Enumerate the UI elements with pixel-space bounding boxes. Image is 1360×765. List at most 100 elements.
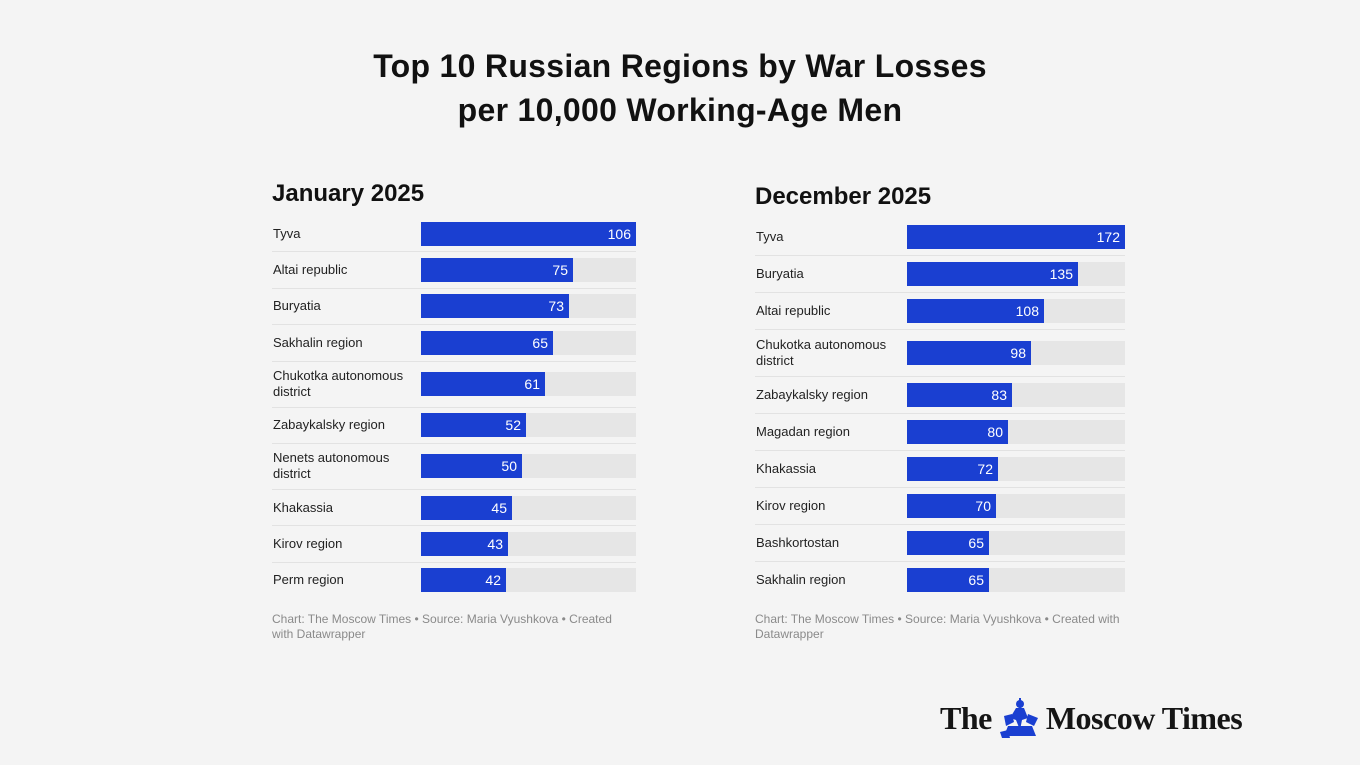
bar-track: 52 bbox=[421, 413, 636, 438]
bar bbox=[421, 330, 553, 355]
bar-label: Chukotka autonomous district bbox=[756, 337, 887, 368]
bar-value-label: 65 bbox=[968, 535, 984, 551]
bar bbox=[421, 413, 526, 438]
bar-track: 73 bbox=[421, 294, 636, 319]
bar-track: 80 bbox=[907, 420, 1125, 444]
bar bbox=[907, 531, 989, 555]
main-title-line-1: Top 10 Russian Regions by War Losses bbox=[373, 48, 987, 84]
main-title-line-2: per 10,000 Working-Age Men bbox=[457, 92, 903, 128]
bar-value-label: 65 bbox=[532, 334, 548, 351]
bar-row: Khakassia 72 bbox=[755, 451, 1125, 488]
bar bbox=[421, 294, 569, 319]
bar bbox=[421, 221, 636, 246]
moscow-times-logo: The Moscow Times bbox=[940, 692, 1243, 744]
bar-value-label: 65 bbox=[968, 572, 984, 588]
bar-row: Chukotka autonomous district 61 bbox=[272, 362, 636, 408]
bar-row: Khakassia 45 bbox=[272, 490, 636, 527]
bar-value-label: 172 bbox=[1096, 229, 1120, 245]
bar-track: 106 bbox=[421, 221, 636, 246]
bar-label: Tyva bbox=[273, 225, 301, 241]
bar-track: 70 bbox=[907, 494, 1125, 518]
bar-track: 42 bbox=[421, 568, 636, 593]
panel-title: January 2025 bbox=[272, 180, 425, 207]
bar-row: Tyva 106 bbox=[272, 216, 636, 253]
bar-row: Sakhalin region 65 bbox=[755, 562, 1125, 598]
bar-track: 83 bbox=[907, 383, 1125, 407]
bar bbox=[907, 494, 996, 518]
bar-label: Sakhalin region bbox=[273, 334, 363, 350]
bar bbox=[907, 262, 1078, 286]
bar-row: Zabaykalsky region 83 bbox=[755, 377, 1125, 414]
bar-label: Altai republic bbox=[756, 303, 831, 318]
bar-label: Buryatia bbox=[273, 298, 321, 314]
bar bbox=[907, 341, 1031, 365]
bar-rows: Tyva 172 Buryatia 135 Altai republic 108 Chuko… bbox=[755, 219, 1125, 598]
bar-value-label: 72 bbox=[977, 461, 993, 477]
bar-value-label: 52 bbox=[505, 417, 521, 434]
bar bbox=[421, 258, 573, 283]
bar-label: Magadan region bbox=[756, 424, 850, 439]
bar bbox=[421, 568, 506, 593]
bar-label: Kirov region bbox=[756, 498, 826, 513]
bar-value-label: 42 bbox=[485, 572, 501, 589]
logo-word-moscow-times: Moscow Times bbox=[1045, 699, 1243, 736]
bar bbox=[907, 457, 998, 481]
bar-track: 50 bbox=[421, 454, 636, 479]
bar-value-label: 50 bbox=[501, 458, 517, 475]
bar-label: Bashkortostan bbox=[756, 535, 840, 550]
bar-row: Kirov region 43 bbox=[272, 526, 636, 563]
bar-value-label: 108 bbox=[1015, 303, 1039, 319]
bar-track: 98 bbox=[907, 341, 1125, 365]
bar-row: Altai republic 75 bbox=[272, 252, 636, 289]
st-george-emblem-icon bbox=[999, 698, 1038, 738]
bar-label: Zabaykalsky region bbox=[756, 387, 868, 402]
bar-track: 65 bbox=[421, 330, 636, 355]
bar bbox=[907, 383, 1012, 407]
bar-track: 75 bbox=[421, 258, 636, 283]
bar-value-label: 106 bbox=[607, 225, 631, 242]
bar bbox=[907, 568, 989, 592]
bar-track: 61 bbox=[421, 372, 636, 397]
bar-row: Bashkortostan 65 bbox=[755, 525, 1125, 562]
bar bbox=[907, 299, 1044, 323]
bar-label: Nenets autonomous district bbox=[273, 450, 390, 482]
bar-label: Buryatia bbox=[756, 266, 804, 281]
bar-track: 45 bbox=[421, 495, 636, 520]
bar-value-label: 80 bbox=[987, 424, 1003, 440]
bar-row: Buryatia 135 bbox=[755, 256, 1125, 293]
bar-label: Kirov region bbox=[273, 536, 343, 552]
bar-track: 135 bbox=[907, 262, 1125, 286]
bar-value-label: 75 bbox=[552, 262, 568, 279]
bar-row: Chukotka autonomous district 98 bbox=[755, 330, 1125, 377]
bar-label: Perm region bbox=[273, 572, 344, 588]
panel-title: December 2025 bbox=[755, 183, 932, 210]
bar-row: Zabaykalsky region 52 bbox=[272, 408, 636, 444]
bar-value-label: 61 bbox=[524, 376, 540, 393]
bar-row: Buryatia 73 bbox=[272, 289, 636, 326]
bar-row: Kirov region 70 bbox=[755, 488, 1125, 525]
bar bbox=[421, 372, 545, 397]
bar bbox=[907, 225, 1125, 249]
bar-value-label: 135 bbox=[1049, 266, 1073, 282]
bar bbox=[421, 495, 512, 520]
bar-row: Nenets autonomous district 50 bbox=[272, 444, 636, 490]
bar-value-label: 83 bbox=[991, 387, 1007, 403]
bar-row: Altai republic 108 bbox=[755, 293, 1125, 330]
bar-label: Tyva bbox=[756, 229, 784, 244]
main-title: Top 10 Russian Regions by War Losses per… bbox=[0, 44, 1360, 132]
bar-row: Magadan region 80 bbox=[755, 414, 1125, 451]
bar-value-label: 43 bbox=[487, 536, 503, 553]
bar bbox=[907, 420, 1008, 444]
bar-track: 108 bbox=[907, 299, 1125, 323]
chart-panel-january: January 2025 Tyva 106 Altai republic 75 Bury… bbox=[272, 178, 636, 642]
bar-row: Perm region 42 bbox=[272, 563, 636, 598]
bar bbox=[421, 454, 522, 479]
bar-row: Tyva 172 bbox=[755, 219, 1125, 256]
bar-label: Sakhalin region bbox=[756, 572, 846, 587]
chart-panel-december: December 2025 Tyva 172 Buryatia 135 Altai re… bbox=[755, 181, 1125, 642]
bar-label: Khakassia bbox=[273, 499, 333, 515]
logo-word-the: The bbox=[940, 699, 992, 736]
bar-row: Sakhalin region 65 bbox=[272, 325, 636, 362]
bar-value-label: 73 bbox=[548, 298, 564, 315]
bar-track: 65 bbox=[907, 568, 1125, 592]
